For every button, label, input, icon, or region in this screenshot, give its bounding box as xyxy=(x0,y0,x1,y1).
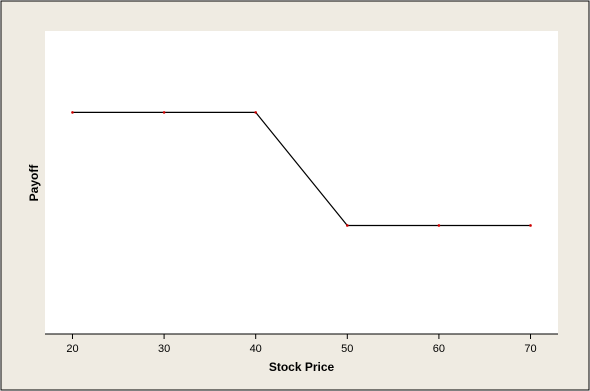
series-group xyxy=(71,111,532,227)
x-tick-label-5: 70 xyxy=(524,343,536,355)
y-axis-title: Payoff xyxy=(27,164,41,202)
data-point-0-2 xyxy=(254,111,257,114)
data-point-0-1 xyxy=(162,111,166,114)
x-tick-label-2: 40 xyxy=(250,343,262,355)
data-point-0-3 xyxy=(346,224,349,227)
x-tick-label-3: 50 xyxy=(341,343,353,355)
data-point-0-4 xyxy=(437,224,441,227)
x-tick-label-0: 20 xyxy=(66,343,78,355)
x-axis-ticks xyxy=(71,334,532,339)
x-axis-title: Stock Price xyxy=(269,360,335,374)
data-point-0-5 xyxy=(529,224,532,227)
x-axis-tick-labels: 20 30 40 50 60 70 xyxy=(66,343,536,355)
data-point-0-0 xyxy=(71,111,74,114)
plot-area xyxy=(45,31,558,334)
x-tick-label-1: 30 xyxy=(158,343,170,355)
x-tick-label-4: 60 xyxy=(433,343,445,355)
series-line-0 xyxy=(72,111,531,227)
